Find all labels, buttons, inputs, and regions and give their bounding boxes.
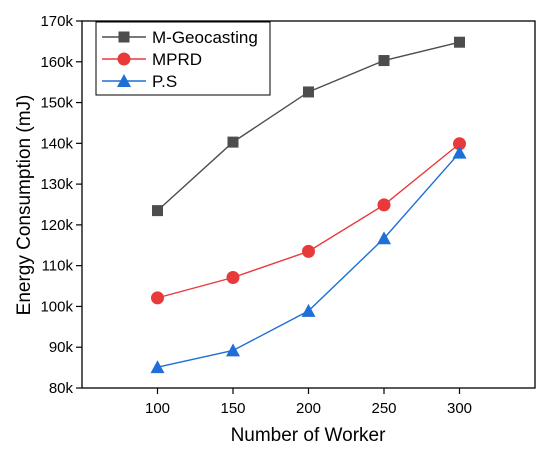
x-tick-label: 150: [220, 400, 245, 417]
y-tick-label: 100k: [40, 298, 73, 315]
x-tick-label: 200: [296, 400, 321, 417]
data-point: [303, 86, 314, 98]
y-tick-label: 160k: [40, 54, 73, 71]
y-tick-label: 110k: [42, 258, 74, 275]
legend-label: M-Geocasting: [152, 28, 258, 47]
data-point: [301, 303, 316, 317]
y-tick-label: 130k: [40, 176, 73, 193]
legend-label: P.S: [152, 72, 177, 91]
legend: M-Geocasting MPRD P.S: [95, 21, 271, 96]
series-line: [157, 143, 460, 299]
series-layer: [150, 36, 467, 374]
data-point: [454, 36, 465, 48]
data-point: [452, 145, 467, 159]
y-axis-label: Energy Consumption (mJ): [14, 95, 35, 316]
legend-entry: P.S: [102, 72, 177, 91]
data-point: [227, 136, 239, 148]
data-point: [151, 291, 164, 305]
legend-entry: M-Geocasting: [102, 28, 258, 47]
data-point: [150, 360, 165, 374]
data-point: [226, 270, 240, 284]
y-tick-label: 90k: [49, 339, 74, 356]
x-tick-label: 300: [447, 400, 472, 417]
data-point: [302, 244, 315, 258]
y-tick-label: 150k: [40, 95, 73, 112]
data-point: [377, 198, 391, 212]
legend-label: MPRD: [152, 50, 202, 69]
y-tick-label: 80k: [49, 380, 74, 397]
x-axis-label: Number of Worker: [231, 425, 387, 446]
data-point: [226, 343, 240, 357]
series-line: [157, 152, 461, 368]
legend-marker: [117, 74, 131, 87]
series-m-geocasting: [152, 36, 465, 217]
series-p-s: [150, 145, 467, 374]
legend-marker: [117, 52, 131, 66]
x-axis: 100 150 200 250 300: [145, 388, 472, 417]
y-tick-label: 170k: [40, 13, 73, 30]
data-point: [377, 231, 391, 245]
x-tick-label: 250: [371, 400, 396, 417]
y-tick-label: 120k: [40, 217, 73, 234]
series-mprd: [151, 137, 466, 305]
data-point: [453, 137, 466, 151]
data-point: [152, 205, 163, 217]
x-tick-label: 100: [145, 400, 170, 417]
y-axis: 80k 90k 100k 110k 120k 130k 140k 150k 160k 170k: [40, 13, 82, 397]
data-point: [378, 55, 390, 67]
y-tick-label: 140k: [40, 135, 73, 152]
legend-entry: MPRD: [102, 50, 202, 69]
legend-marker: [118, 31, 130, 43]
